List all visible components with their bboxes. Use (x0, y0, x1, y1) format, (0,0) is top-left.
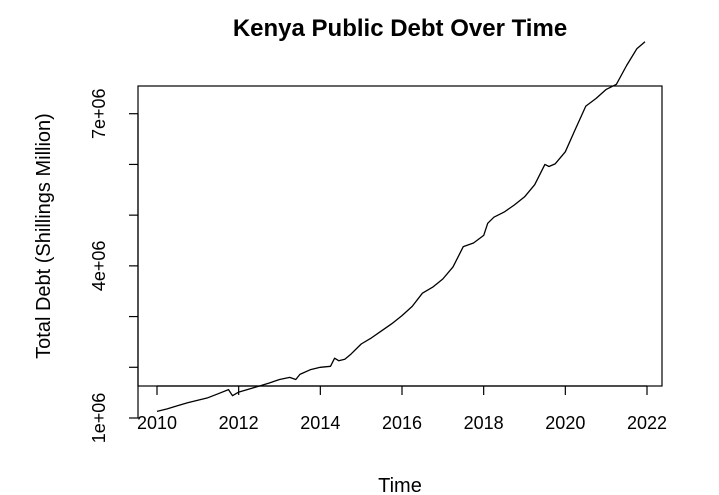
x-axis-label: Time (378, 475, 422, 495)
x-tick-label: 2020 (545, 413, 585, 433)
y-tick-label: 4e+06 (89, 241, 109, 292)
x-tick-label: 2018 (464, 413, 504, 433)
series-layer (156, 41, 646, 413)
x-axis: 2010 2012 2014 2016 2018 2020 2022 (137, 385, 667, 433)
x-tick-label: 2014 (300, 413, 340, 433)
plot-frame (137, 85, 663, 387)
y-axis-label: Total Debt (Shillings Million) (33, 113, 55, 359)
x-tick-label: 2016 (382, 413, 422, 433)
x-tick-label: 2012 (219, 413, 259, 433)
debt-series-line (156, 41, 646, 413)
x-tick-label: 2022 (627, 413, 667, 433)
y-tick-label: 1e+06 (89, 393, 109, 444)
x-tick-label: 2010 (137, 413, 177, 433)
y-axis: 1e+06 4e+06 7e+06 (89, 88, 139, 444)
y-tick-label: 7e+06 (89, 88, 109, 139)
chart-title: Kenya Public Debt Over Time (233, 15, 567, 42)
